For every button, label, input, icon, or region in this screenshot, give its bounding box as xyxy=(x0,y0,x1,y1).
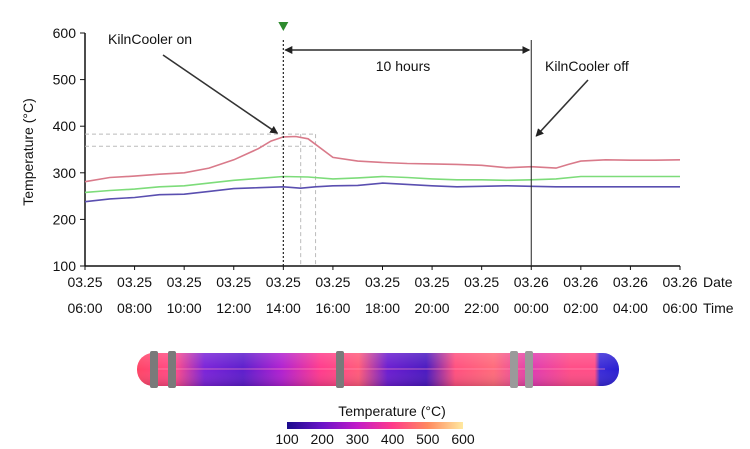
series-mean-line xyxy=(84,175,680,194)
y-axis-label: Temperature (°C) xyxy=(20,98,36,206)
x-tick-time: 06:00 xyxy=(67,300,102,316)
y-tick-label: 500 xyxy=(53,72,77,88)
y-tick-label: 400 xyxy=(53,118,77,134)
x-ticks: 03.25 06:00 03.25 08:00 03.25 10:00 03.25 12:00… xyxy=(67,266,698,316)
x-tick-date: 03.25 xyxy=(216,274,251,290)
x-tick-date: 03.25 xyxy=(266,274,301,290)
x-tick-time: 12:00 xyxy=(216,300,251,316)
tire-4 xyxy=(510,351,518,388)
kilncooler-off-label: KilnCooler off xyxy=(545,58,629,74)
x-tick-date: 03.25 xyxy=(365,274,400,290)
colorbar-tick-label: 200 xyxy=(311,431,335,447)
x-row1-suffix: Date xyxy=(703,274,733,290)
x-tick-date: 03.25 xyxy=(117,274,152,290)
x-tick-date: 03.25 xyxy=(415,274,450,290)
colorbar-tick-label: 500 xyxy=(416,431,440,447)
off-pointer-arrow xyxy=(535,79,589,137)
x-tick-date: 03.26 xyxy=(514,274,549,290)
kilncooler-on-label: KilnCooler on xyxy=(108,31,192,47)
x-tick-time: 16:00 xyxy=(315,300,350,316)
start-marker-dot xyxy=(280,22,286,28)
series-group xyxy=(84,135,681,203)
y-ticks: 100 200 300 400 500 600 xyxy=(53,25,85,274)
x-tick-time: 04:00 xyxy=(613,300,648,316)
x-tick-time: 06:00 xyxy=(662,300,697,316)
reference-lines xyxy=(85,133,317,266)
y-tick-label: 300 xyxy=(53,165,77,181)
series-min-line xyxy=(84,182,680,203)
on-pointer-arrow xyxy=(162,54,279,134)
colorbar-tick-label: 100 xyxy=(275,431,299,447)
x-tick-date: 03.25 xyxy=(167,274,202,290)
interval-label: 10 hours xyxy=(376,58,430,74)
y-tick-label: 200 xyxy=(53,211,77,227)
colorbar-tick-label: 600 xyxy=(451,431,475,447)
x-tick-time: 00:00 xyxy=(514,300,549,316)
x-tick-date: 03.25 xyxy=(67,274,102,290)
colorbar-ticks: 100 200 300 400 500 600 xyxy=(275,431,475,447)
colorbar-title: Temperature (°C) xyxy=(338,403,446,419)
x-tick-date: 03.26 xyxy=(662,274,697,290)
x-tick-date: 03.26 xyxy=(563,274,598,290)
tire-1 xyxy=(150,351,158,388)
x-tick-date: 03.26 xyxy=(613,274,648,290)
x-tick-time: 18:00 xyxy=(365,300,400,316)
x-tick-time: 02:00 xyxy=(563,300,598,316)
tire-3 xyxy=(336,351,344,388)
x-tick-date: 03.25 xyxy=(464,274,499,290)
x-tick-date: 03.25 xyxy=(315,274,350,290)
series-max-line xyxy=(84,135,681,183)
tire-5 xyxy=(525,351,533,388)
y-tick-label: 600 xyxy=(53,25,77,41)
colorbar xyxy=(287,422,463,429)
y-tick-label: 100 xyxy=(53,258,77,274)
x-row2-suffix: Time xyxy=(703,300,734,316)
annotations xyxy=(162,22,589,266)
kiln-thermal-image xyxy=(137,351,619,388)
colorbar-tick-label: 400 xyxy=(381,431,405,447)
x-tick-time: 14:00 xyxy=(266,300,301,316)
x-tick-time: 20:00 xyxy=(415,300,450,316)
x-tick-time: 10:00 xyxy=(167,300,202,316)
x-tick-time: 08:00 xyxy=(117,300,152,316)
colorbar-tick-label: 300 xyxy=(346,431,370,447)
tire-2 xyxy=(168,351,176,388)
x-tick-time: 22:00 xyxy=(464,300,499,316)
